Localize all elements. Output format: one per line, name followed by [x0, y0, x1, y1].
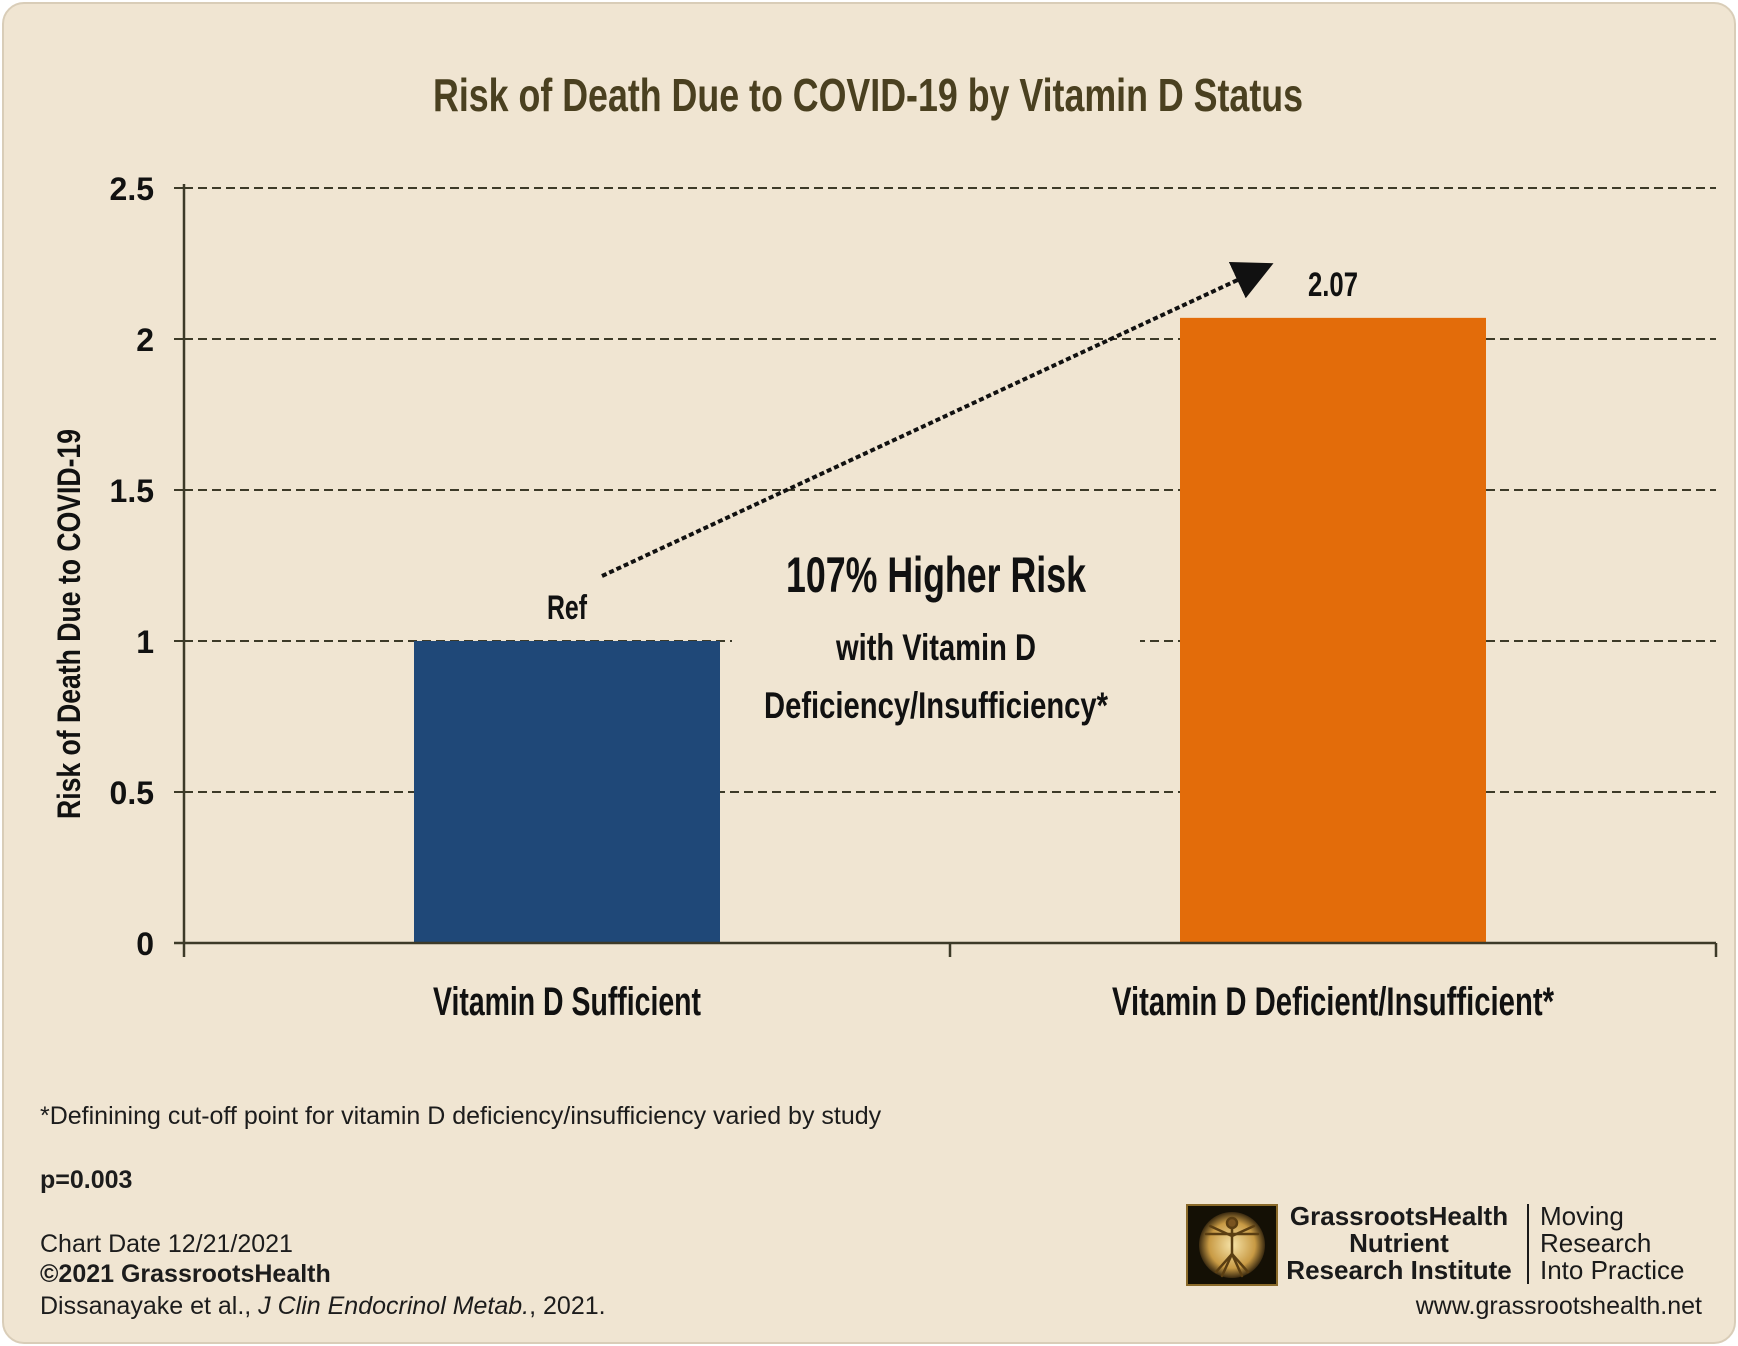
grassrootshealth-logo: GrassrootsHealth Nutrient Research Insti…	[1184, 1198, 1724, 1298]
x-tick-label: Vitamin D Sufficient	[433, 980, 701, 1024]
annotation-line3: Deficiency/Insufficiency*	[764, 685, 1108, 726]
bar-2	[1180, 317, 1486, 943]
bars	[414, 317, 1486, 943]
citation-authors: Dissanayake et al.,	[40, 1292, 259, 1320]
annotation-line2: with Vitamin D	[835, 627, 1036, 668]
y-axis-label: Risk of Death Due to COVID-19	[51, 429, 87, 819]
y-tick-label: 1	[136, 624, 154, 660]
annotation-backdrop	[732, 544, 1140, 744]
chart-date: Chart Date 12/21/2021	[40, 1230, 293, 1258]
logo-line3: Research Institute	[1286, 1255, 1512, 1285]
logo-line2: Nutrient	[1349, 1228, 1449, 1258]
citation-year: , 2021.	[529, 1292, 606, 1320]
logo-tagline1: Moving	[1540, 1201, 1624, 1231]
chart-title: Risk of Death Due to COVID-19 by Vitamin…	[433, 69, 1303, 121]
footnote: *Definining cut-off point for vitamin D …	[40, 1102, 882, 1130]
chart: Risk of Death Due to COVID-19 by Vitamin…	[51, 69, 1718, 1024]
citation: Dissanayake et al., J Clin Endocrinol Me…	[40, 1292, 606, 1320]
logo-tagline2: Research	[1540, 1228, 1652, 1258]
p-value: p=0.003	[40, 1166, 133, 1194]
citation-journal: J Clin Endocrinol Metab.	[258, 1292, 530, 1320]
website-link[interactable]: www.grassrootshealth.net	[1415, 1292, 1702, 1320]
labels: 0 0.5 1 1.5 2 2.5 Ref Vitamin D Sufficient 2.07 V…	[110, 171, 1555, 1024]
annotation-headline: 107% Higher Risk	[786, 547, 1086, 603]
y-tick-label: 2.5	[110, 171, 154, 207]
logo-line1: GrassrootsHealth	[1289, 1201, 1509, 1231]
x-tick-label: Vitamin D Deficient/Insufficient*	[1112, 980, 1554, 1024]
logo-tagline3: Into Practice	[1540, 1255, 1685, 1285]
y-tick-label: 0.5	[110, 775, 154, 811]
y-tick-label: 0	[136, 926, 154, 962]
vitruvian-man-icon	[1186, 1204, 1278, 1286]
y-tick-label: 2	[136, 322, 154, 358]
bar-1	[414, 641, 720, 943]
trend-arrow	[601, 262, 1274, 578]
y-tick-label: 1.5	[110, 473, 154, 509]
axes	[174, 184, 1718, 957]
data-label: Ref	[547, 589, 587, 627]
data-label: 2.07	[1308, 266, 1358, 304]
copyright: ©2021 GrassrootsHealth	[40, 1260, 331, 1288]
logo-divider	[1527, 1204, 1529, 1284]
